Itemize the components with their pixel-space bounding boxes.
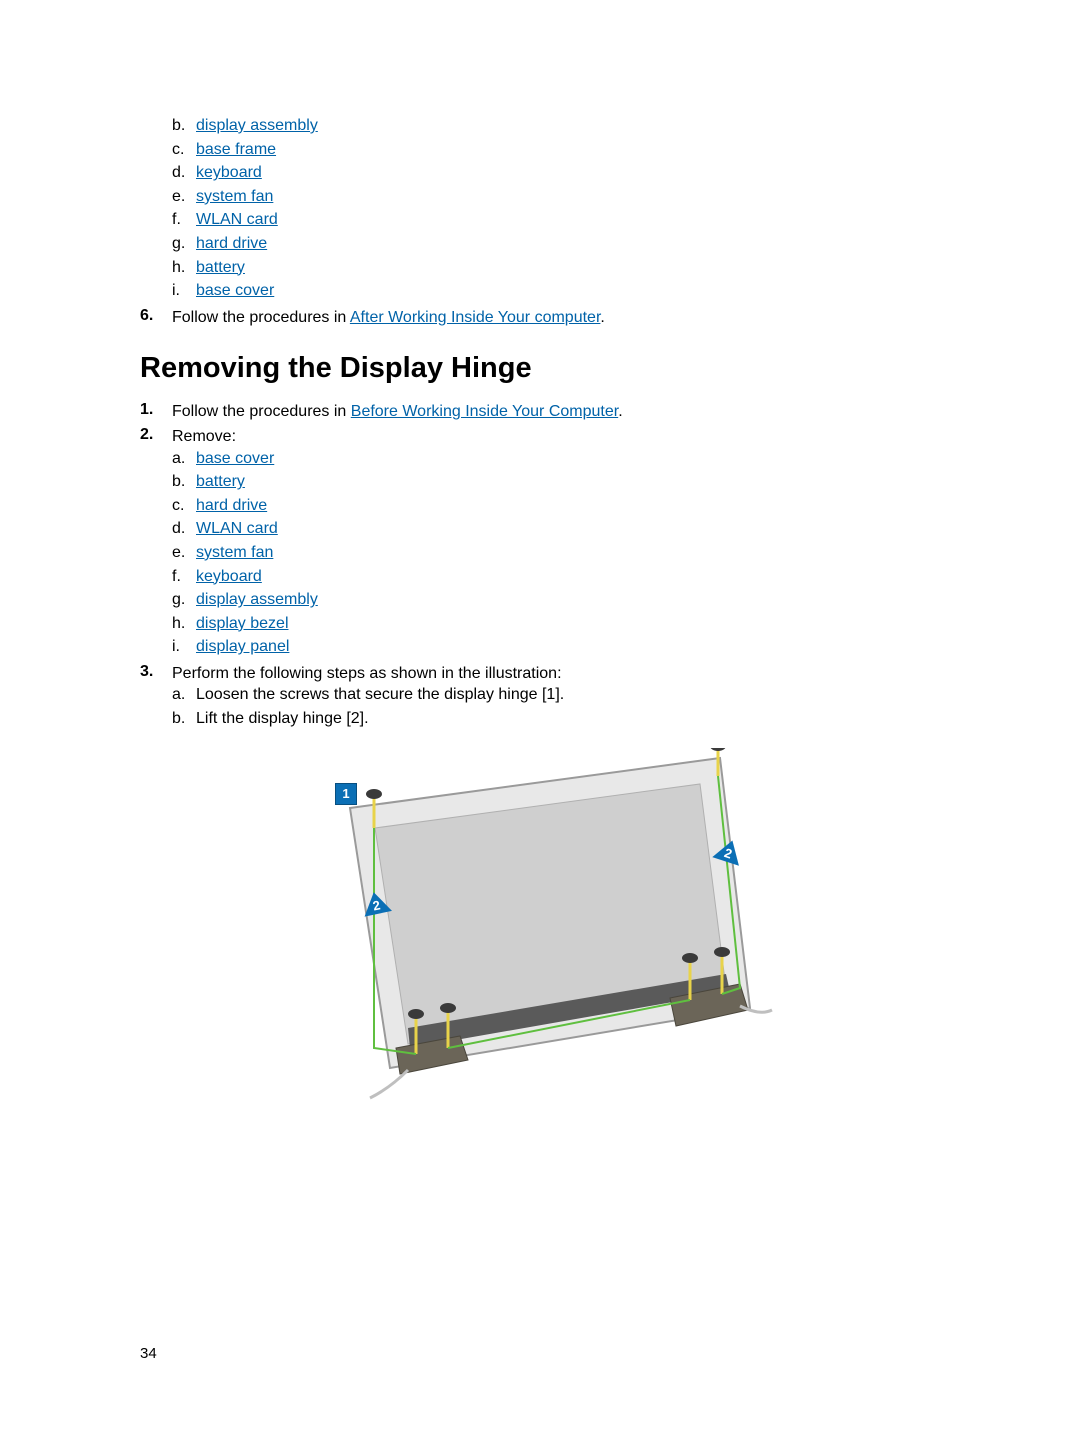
list-item: i.base cover [172,280,940,302]
sub-letter: c. [172,495,196,517]
sub-list-remove: a.base coverb.batteryc.hard drived.WLAN … [172,448,940,658]
step-number: 3. [140,663,172,732]
callout-1-badge: 1 [335,783,357,805]
component-link[interactable]: system fan [196,188,273,205]
sub-letter: c. [172,139,196,161]
list-item-3: 3. Perform the following steps as shown … [140,663,940,732]
sub-list-perform: a.Loosen the screws that secure the disp… [172,684,940,729]
list-item: c.base frame [172,139,940,161]
link-after-working[interactable]: After Working Inside Your computer [350,309,601,326]
step-number: 1. [140,401,172,423]
list-item: b.battery [172,471,940,493]
component-link[interactable]: hard drive [196,235,267,252]
component-link[interactable]: keyboard [196,568,262,585]
list-item-6: 6. Follow the procedures in After Workin… [140,307,940,329]
step-number: 2. [140,426,172,660]
sub-letter: e. [172,186,196,208]
component-link[interactable]: hard drive [196,497,267,514]
sub-text: Loosen the screws that secure the displa… [196,684,940,706]
cable-left [370,1070,408,1098]
component-link[interactable]: WLAN card [196,211,278,228]
list-item: e.system fan [172,186,940,208]
page-content: b.display assemblyc.base framed.keyboard… [0,0,1080,1108]
component-link[interactable]: base frame [196,141,276,158]
component-link[interactable]: display panel [196,638,289,655]
list-item: d.WLAN card [172,518,940,540]
step-text: Perform the following steps as shown in … [172,663,940,685]
sub-letter: h. [172,613,196,635]
component-link[interactable]: base cover [196,450,274,467]
list-item: b.display assembly [172,115,940,137]
component-link[interactable]: WLAN card [196,520,278,537]
sub-letter: g. [172,233,196,255]
sub-letter: b. [172,115,196,137]
main-ordered-list: 1. Follow the procedures in Before Worki… [140,401,940,731]
sub-letter: d. [172,162,196,184]
component-link[interactable]: display bezel [196,615,289,632]
component-link[interactable]: system fan [196,544,273,561]
sub-letter: a. [172,684,196,706]
component-link[interactable]: battery [196,259,245,276]
list-item: c.hard drive [172,495,940,517]
list-item-1: 1. Follow the procedures in Before Worki… [140,401,940,423]
sub-letter: e. [172,542,196,564]
list-item: f.WLAN card [172,209,940,231]
sub-letter: h. [172,257,196,279]
list-item-2: 2. Remove: a.base coverb.batteryc.hard d… [140,426,940,660]
sub-letter: d. [172,518,196,540]
step-text: Remove: [172,426,940,448]
list-item: f.keyboard [172,566,940,588]
list-item: h.display bezel [172,613,940,635]
step-text: Follow the procedures in [172,309,350,326]
cable-right [740,1006,772,1012]
step-text-post: . [618,403,622,420]
component-link[interactable]: battery [196,473,245,490]
component-link[interactable]: display assembly [196,591,318,608]
step-text: Follow the procedures in [172,403,351,420]
page-number: 34 [140,1345,157,1362]
sub-letter: i. [172,636,196,658]
figure-display-hinge: 1 2 2 [300,748,780,1108]
sub-letter: i. [172,280,196,302]
list-item: a.Loosen the screws that secure the disp… [172,684,940,706]
top-ordered-list: b.display assemblyc.base framed.keyboard… [140,115,940,328]
component-link[interactable]: display assembly [196,117,318,134]
component-link[interactable]: base cover [196,282,274,299]
sub-list-prev: b.display assemblyc.base framed.keyboard… [172,115,940,302]
component-link[interactable]: keyboard [196,164,262,181]
section-heading: Removing the Display Hinge [140,352,940,385]
list-item: b.display assemblyc.base framed.keyboard… [140,115,940,304]
list-item: d.keyboard [172,162,940,184]
link-before-working[interactable]: Before Working Inside Your Computer [351,403,618,420]
list-item: b.Lift the display hinge [2]. [172,708,940,730]
sub-letter: f. [172,566,196,588]
list-item: h.battery [172,257,940,279]
sub-letter: a. [172,448,196,470]
sub-text: Lift the display hinge [2]. [196,708,940,730]
sub-letter: g. [172,589,196,611]
sub-letter: f. [172,209,196,231]
list-item: i.display panel [172,636,940,658]
callout-label: 1 [342,786,349,801]
list-item: e.system fan [172,542,940,564]
sub-letter: b. [172,708,196,730]
illustration-svg [300,748,780,1108]
list-item: a.base cover [172,448,940,470]
sub-letter: b. [172,471,196,493]
step-number: 6. [140,307,172,329]
step-text-post: . [600,309,604,326]
list-item: g.hard drive [172,233,940,255]
list-item: g.display assembly [172,589,940,611]
